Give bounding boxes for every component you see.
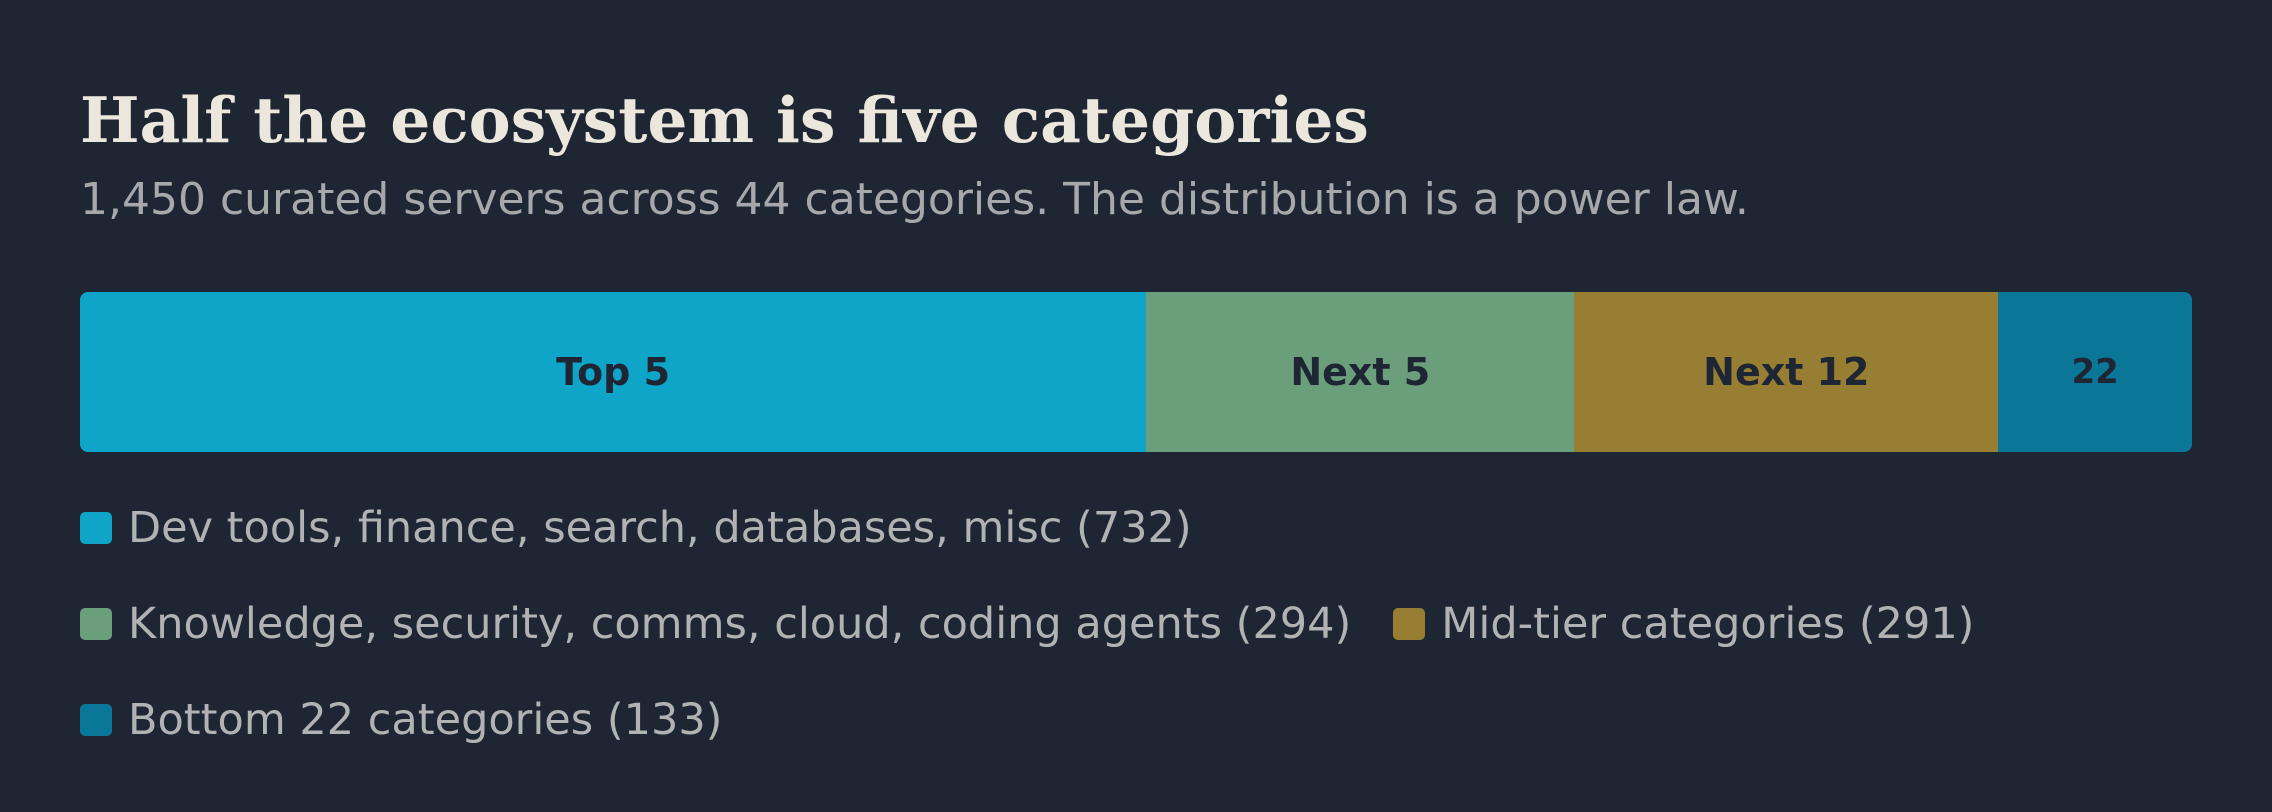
stacked-bar: Top 5 Next 5 Next 12 22 xyxy=(80,292,2192,452)
bar-segment-label: Top 5 xyxy=(556,350,671,394)
legend-row: Bottom 22 categories (133) xyxy=(80,688,764,752)
legend-swatch xyxy=(80,608,112,640)
legend-row: Dev tools, finance, search, databases, m… xyxy=(80,496,1234,560)
legend-item: Bottom 22 categories (133) xyxy=(80,695,722,745)
legend-item: Mid-tier categories (291) xyxy=(1393,599,1974,649)
legend-swatch xyxy=(1393,608,1426,640)
chart-subtitle: 1,450 curated servers across 44 categori… xyxy=(80,174,1749,225)
legend-label: Mid-tier categories (291) xyxy=(1441,599,1975,649)
bar-segment-label: 22 xyxy=(2071,352,2119,392)
legend-swatch xyxy=(80,704,112,736)
legend-label: Bottom 22 categories (133) xyxy=(128,695,723,745)
bar-segment-label: Next 12 xyxy=(1703,350,1870,394)
bar-segment-label: Next 5 xyxy=(1290,350,1431,394)
bar-segment-bottom-22: 22 xyxy=(1998,292,2192,452)
legend-row: Knowledge, security, comms, cloud, codin… xyxy=(80,592,2016,656)
legend-item: Knowledge, security, comms, cloud, codin… xyxy=(80,599,1351,649)
legend-label: Dev tools, finance, search, databases, m… xyxy=(128,503,1192,553)
bar-segment-top-5: Top 5 xyxy=(80,292,1147,452)
bar-segment-next-5: Next 5 xyxy=(1146,292,1575,452)
legend-swatch xyxy=(80,512,112,544)
legend-item: Dev tools, finance, search, databases, m… xyxy=(80,503,1192,553)
legend-label: Knowledge, security, comms, cloud, codin… xyxy=(128,599,1352,649)
chart-title: Half the ecosystem is five categories xyxy=(80,83,1369,157)
bar-segment-next-12: Next 12 xyxy=(1574,292,1999,452)
